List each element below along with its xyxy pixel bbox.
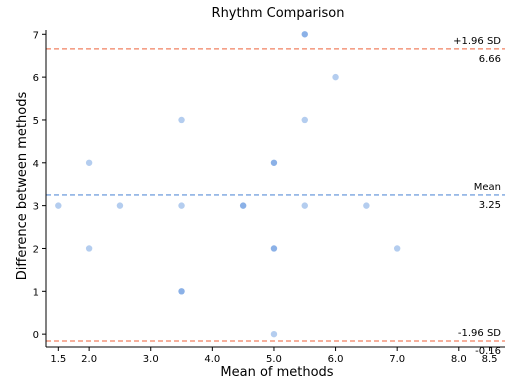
data-point	[270, 159, 278, 166]
y-tick-label: 2	[33, 244, 39, 255]
data-point	[301, 202, 308, 209]
y-tick-label: 0	[33, 330, 39, 341]
data-point	[116, 202, 124, 209]
data-point	[301, 116, 308, 124]
lower-line-label: -1.96 SD	[458, 328, 501, 339]
x-tick-label: 6.0	[328, 354, 344, 365]
x-axis-label: Mean of methods	[220, 365, 333, 380]
x-tick-label: 1.5	[50, 354, 66, 365]
data-point	[55, 202, 62, 209]
data-point	[178, 288, 185, 295]
y-tick-label: 5	[33, 116, 39, 127]
data-point	[85, 245, 93, 252]
x-tick-label: 4.0	[204, 354, 220, 365]
y-tick-label: 7	[33, 30, 39, 41]
data-point	[178, 202, 185, 209]
mean-line-label: Mean	[474, 182, 501, 193]
y-tick-label: 4	[33, 159, 39, 170]
data-points	[55, 31, 401, 338]
y-tick-label: 1	[33, 287, 39, 298]
axes: 0 1 2 3 4 5 6 7 1.5 2.0 3.0 4.0 5.0 6.0 7.0 8.0 8.5	[33, 30, 505, 365]
data-point	[239, 202, 247, 209]
data-point	[332, 73, 339, 81]
y-axis-label: Difference between methods	[15, 92, 30, 281]
upper-line-label: +1.96 SD	[453, 36, 501, 47]
upper-line-value: 6.66	[479, 54, 501, 65]
data-point	[270, 245, 278, 252]
data-point	[363, 202, 370, 209]
data-point	[85, 159, 93, 166]
x-tick-label: 5.0	[266, 354, 282, 365]
y-tick-label: 3	[33, 202, 39, 213]
x-tick-label: 3.0	[143, 354, 159, 365]
lower-line-value: -0.16	[475, 346, 501, 357]
x-tick-label: 8.5	[482, 354, 498, 365]
reference-lines	[46, 48, 505, 342]
x-tick-label: 2.0	[81, 354, 97, 365]
x-tick-label: 7.0	[389, 354, 405, 365]
data-point	[178, 116, 185, 124]
mean-line-value: 3.25	[479, 200, 501, 211]
chart-title: Rhythm Comparison	[212, 6, 345, 21]
data-point	[301, 31, 308, 38]
reference-labels: +1.96 SD 6.66 Mean 3.25 -1.96 SD -0.16	[453, 36, 501, 357]
data-point	[393, 245, 401, 252]
x-tick-label: 8.0	[451, 354, 467, 365]
y-tick-label: 6	[33, 73, 39, 84]
data-point	[270, 330, 278, 338]
